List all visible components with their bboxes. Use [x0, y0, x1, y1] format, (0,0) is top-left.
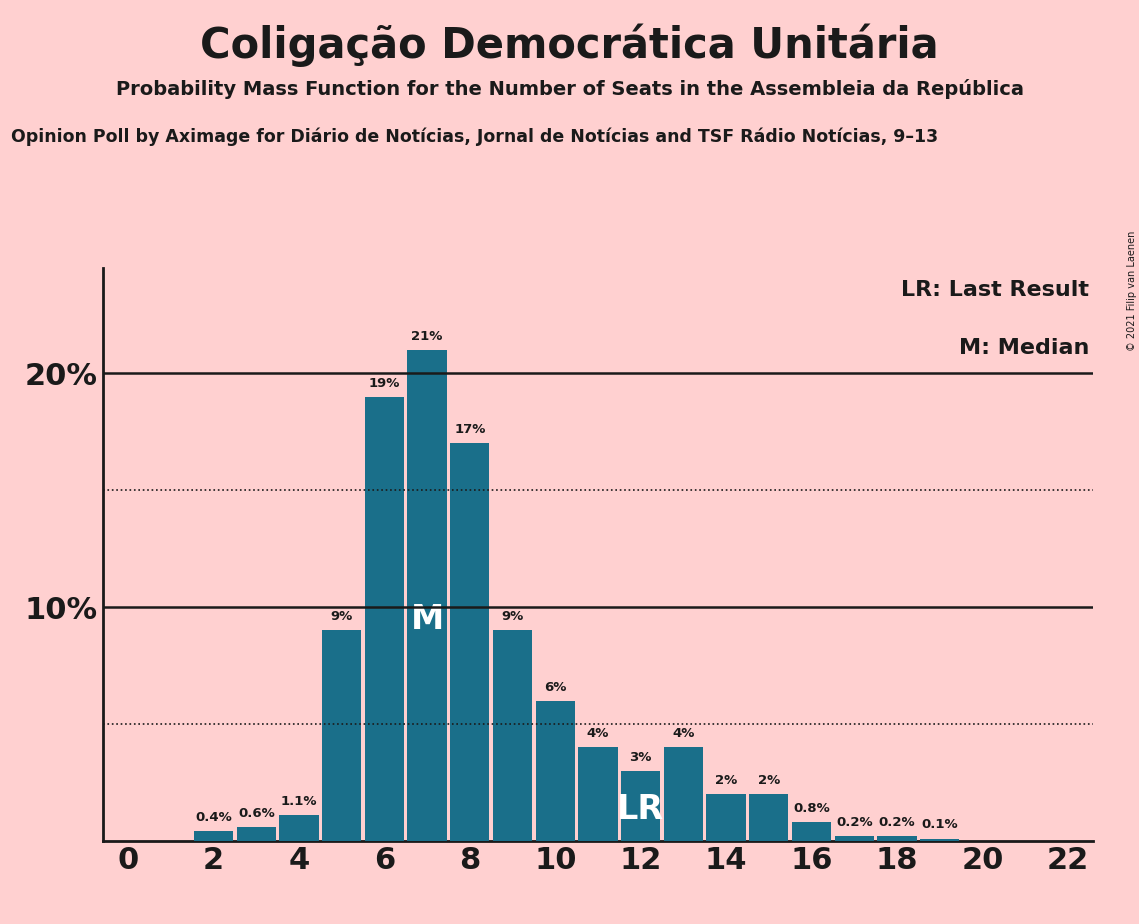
Text: LR: Last Result: LR: Last Result [901, 280, 1089, 299]
Text: 1.1%: 1.1% [280, 796, 318, 808]
Text: 0.2%: 0.2% [878, 816, 916, 829]
Bar [408, 350, 446, 841]
Text: 3%: 3% [630, 750, 652, 763]
Bar [194, 832, 233, 841]
Text: 9%: 9% [330, 611, 353, 624]
Text: © 2021 Filip van Laenen: © 2021 Filip van Laenen [1126, 231, 1137, 351]
Bar [664, 748, 703, 841]
Bar [493, 630, 532, 841]
Bar [450, 444, 490, 841]
Text: 6%: 6% [544, 681, 566, 694]
Text: 0.4%: 0.4% [195, 811, 232, 824]
Text: 4%: 4% [672, 727, 695, 740]
Text: 4%: 4% [587, 727, 609, 740]
Text: Probability Mass Function for the Number of Seats in the Assembleia da República: Probability Mass Function for the Number… [115, 79, 1024, 99]
Bar [749, 794, 788, 841]
Bar [706, 794, 746, 841]
Bar [835, 836, 874, 841]
Bar [621, 771, 661, 841]
Text: 2%: 2% [757, 774, 780, 787]
Text: Opinion Poll by Aximage for Diário de Notícias, Jornal de Notícias and TSF Rádio: Opinion Poll by Aximage for Diário de No… [11, 128, 939, 146]
Text: 0.8%: 0.8% [793, 802, 830, 815]
Text: M: M [410, 603, 444, 637]
Text: 21%: 21% [411, 330, 443, 343]
Bar [877, 836, 917, 841]
Text: 17%: 17% [454, 423, 485, 436]
Text: 0.1%: 0.1% [921, 819, 958, 832]
Bar [364, 396, 404, 841]
Text: 0.6%: 0.6% [238, 807, 274, 820]
Bar [279, 815, 319, 841]
Text: 0.2%: 0.2% [836, 816, 872, 829]
Bar [322, 630, 361, 841]
Text: LR: LR [617, 793, 664, 826]
Bar [792, 822, 831, 841]
Text: 19%: 19% [369, 377, 400, 390]
Text: 9%: 9% [501, 611, 524, 624]
Bar [535, 700, 575, 841]
Text: M: Median: M: Median [959, 338, 1089, 359]
Bar [579, 748, 617, 841]
Text: 2%: 2% [715, 774, 737, 787]
Bar [237, 827, 276, 841]
Text: Coligação Democrática Unitária: Coligação Democrática Unitária [200, 23, 939, 67]
Bar [920, 838, 959, 841]
